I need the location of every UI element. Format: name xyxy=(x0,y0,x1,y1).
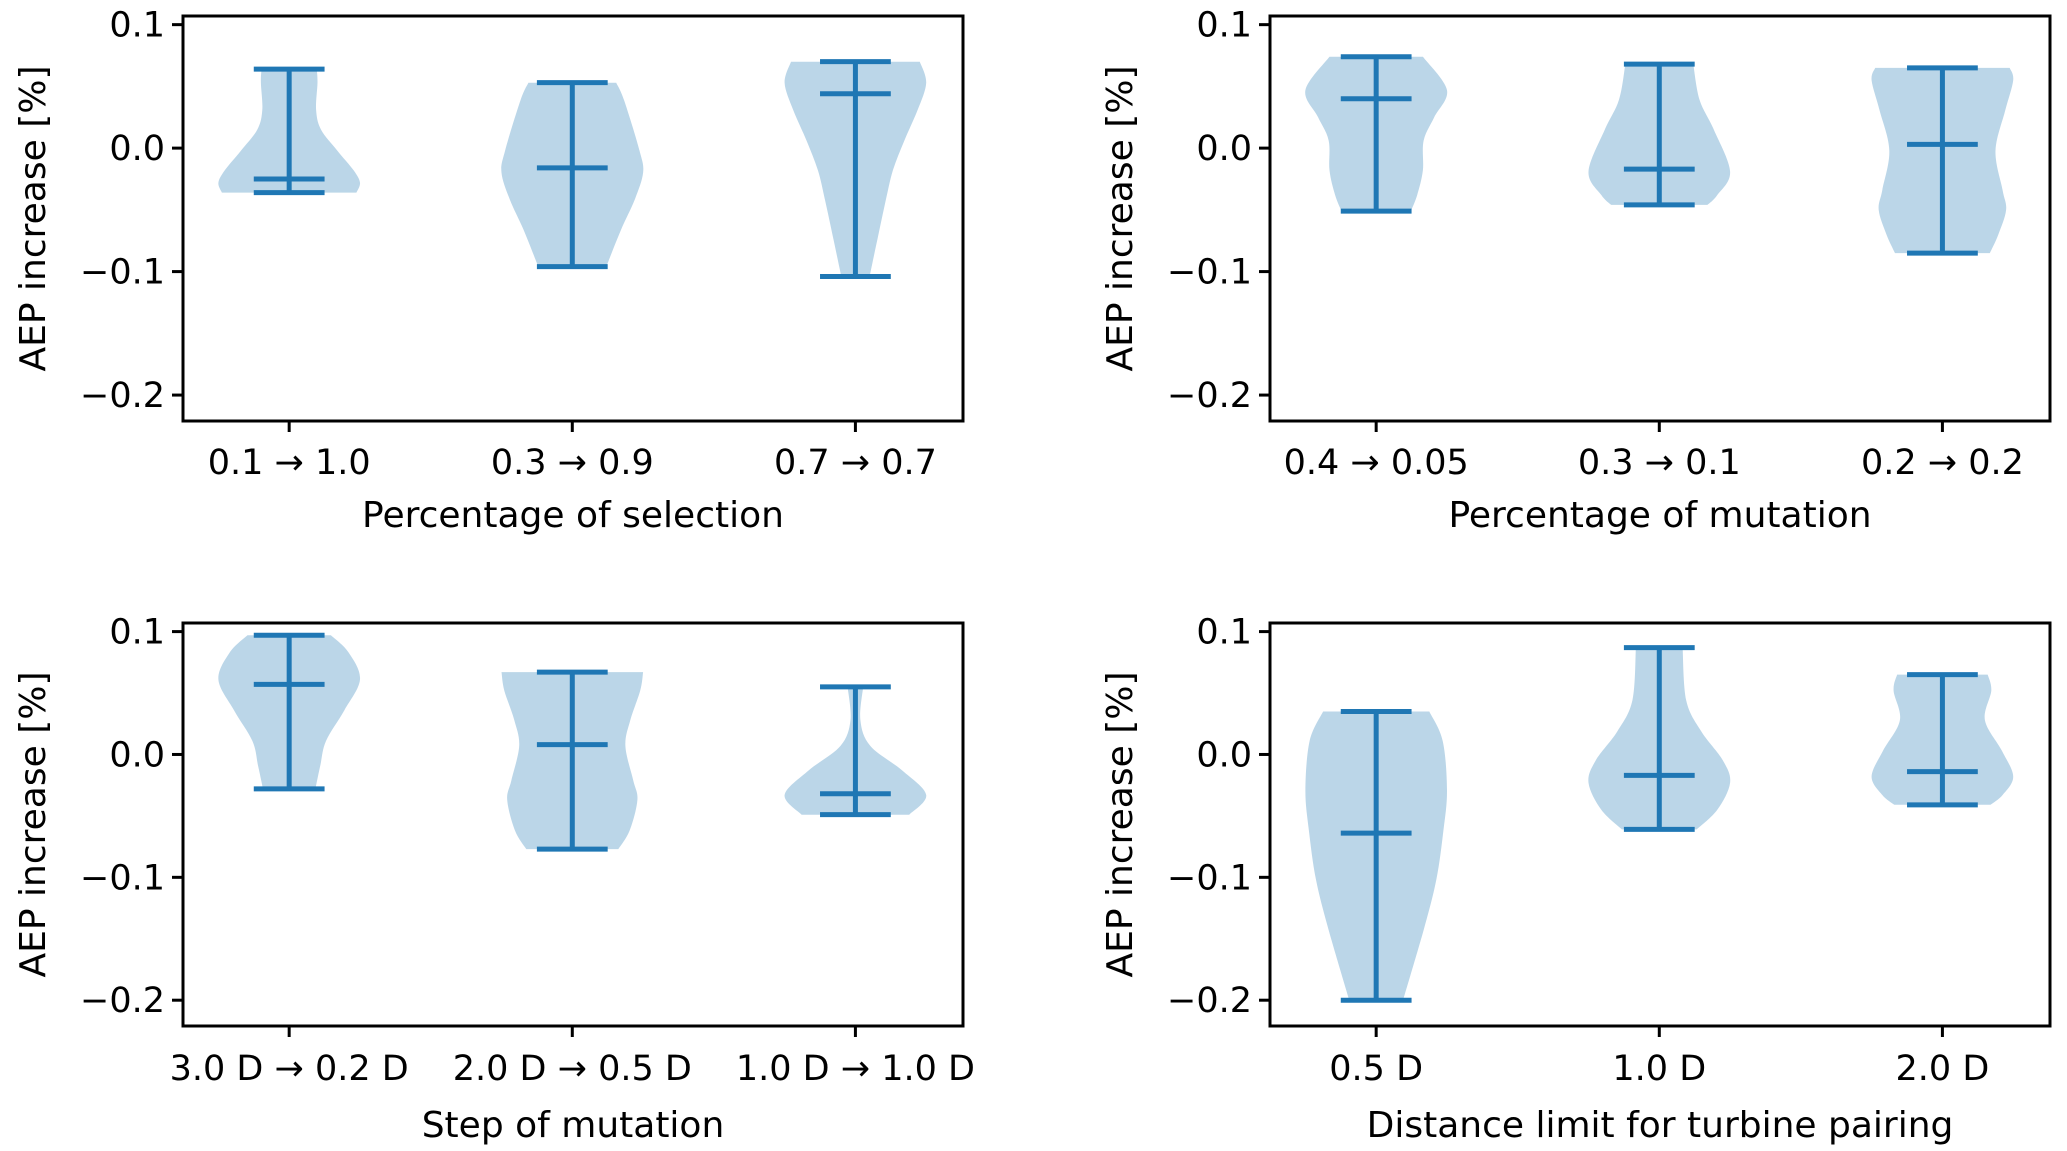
y-tick-label: −0.1 xyxy=(80,253,165,293)
violin xyxy=(1871,672,2014,808)
x-tick-label: 0.3 → 0.1 xyxy=(1578,443,1741,483)
y-axis-label: AEP increase [%] xyxy=(1100,672,1141,978)
y-tick-label: 0.0 xyxy=(109,735,165,775)
x-axis-label: Distance limit for turbine pairing xyxy=(1367,1105,1954,1146)
x-tick-label: 1.0 D xyxy=(1612,1049,1706,1089)
y-tick-label: −0.2 xyxy=(80,981,165,1021)
subplot-top-right: 0.1 0.0 −0.1 −0.2 0.4 → 0.05 0.3 → 0.1 0.2 → 0… xyxy=(1100,6,2052,536)
y-axis-label: AEP increase [%] xyxy=(1100,66,1141,372)
y-tick-label: 0.1 xyxy=(1196,6,1252,46)
subplot-bottom-left: 0.1 0.0 −0.1 −0.23.0 D → 0.2 D 2.0 D → 0.5 D… xyxy=(13,613,975,1146)
violin xyxy=(218,632,361,792)
violin xyxy=(1305,708,1448,1003)
subplot-top-left: 0.1 0.0 −0.1 −0.2 0.1 → 1.0 0.3 → 0.9 0.7 → 0.… xyxy=(13,6,965,536)
x-axis-label: Percentage of mutation xyxy=(1448,495,1871,536)
x-axis-label: Step of mutation xyxy=(422,1105,725,1146)
violin xyxy=(784,59,927,280)
violin xyxy=(501,80,644,270)
x-tick-label: 0.3 → 0.9 xyxy=(491,443,654,483)
x-tick-label: 1.0 D → 1.0 D xyxy=(736,1049,975,1089)
y-tick-label: 0.0 xyxy=(1196,735,1252,775)
y-axis-label: AEP increase [%] xyxy=(13,66,54,372)
violin xyxy=(501,669,644,852)
violin xyxy=(1588,61,1731,208)
x-tick-label: 0.4 → 0.05 xyxy=(1284,443,1469,483)
x-tick-label: 2.0 D xyxy=(1896,1049,1990,1089)
y-tick-label: 0.0 xyxy=(1196,129,1252,169)
y-tick-label: 0.1 xyxy=(1196,613,1252,653)
violin xyxy=(1871,65,2014,256)
y-tick-label: −0.1 xyxy=(80,858,165,898)
y-tick-label: −0.2 xyxy=(1167,981,1252,1021)
x-tick-label: 2.0 D → 0.5 D xyxy=(453,1049,692,1089)
y-tick-label: 0.1 xyxy=(109,613,165,653)
y-tick-label: −0.1 xyxy=(1167,858,1252,898)
violin xyxy=(218,66,361,196)
y-tick-label: −0.2 xyxy=(1167,376,1252,416)
x-tick-label: 3.0 D → 0.2 D xyxy=(170,1049,409,1089)
violin xyxy=(1305,54,1448,214)
x-tick-label: 0.1 → 1.0 xyxy=(208,443,371,483)
y-tick-label: 0.1 xyxy=(109,6,165,46)
violin xyxy=(784,684,927,818)
x-tick-label: 0.2 → 0.2 xyxy=(1861,443,2024,483)
x-tick-label: 0.5 D xyxy=(1329,1049,1423,1089)
y-axis-label: AEP increase [%] xyxy=(13,672,54,978)
subplot-bottom-right: 0.1 0.0 −0.1 −0.2 0.5 D 1.0 D 2.0 D Distance li… xyxy=(1100,613,2052,1146)
y-tick-label: −0.1 xyxy=(1167,253,1252,293)
violin xyxy=(1588,645,1731,832)
x-tick-label: 0.7 → 0.7 xyxy=(774,443,937,483)
y-tick-label: 0.0 xyxy=(109,129,165,169)
x-axis-label: Percentage of selection xyxy=(362,495,784,536)
y-tick-label: −0.2 xyxy=(80,376,165,416)
